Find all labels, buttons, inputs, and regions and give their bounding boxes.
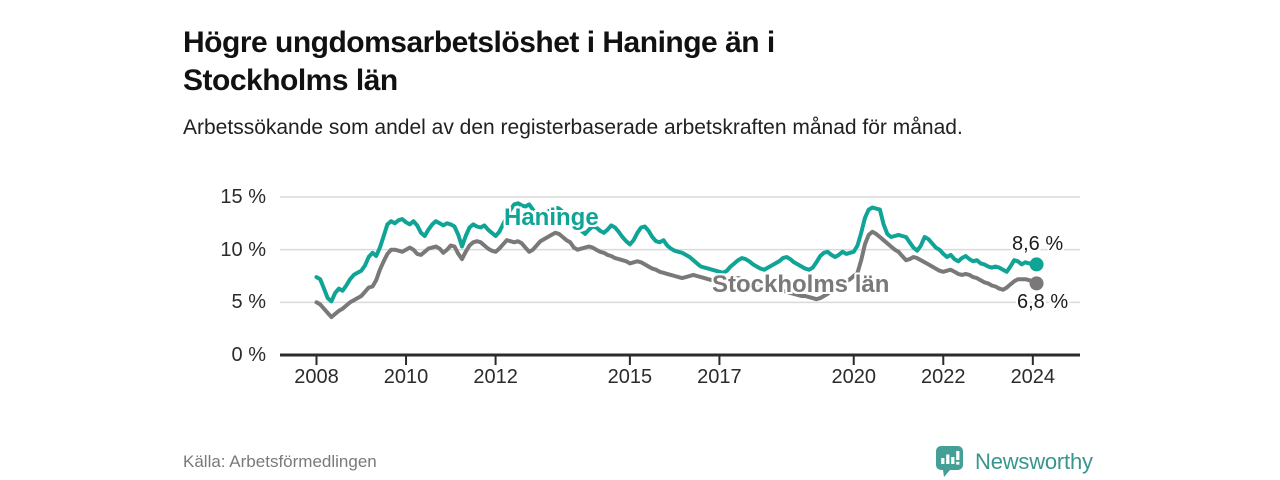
- x-tick-label: 2008: [294, 366, 339, 388]
- newsworthy-logo-text: Newsworthy: [975, 449, 1093, 474]
- x-tick-label: 2020: [831, 366, 876, 388]
- newsworthy-logo-icon: [936, 446, 963, 477]
- x-tick-label: 2015: [607, 366, 653, 388]
- page-title: Högre ungdomsarbetslöshet i Haninge än i…: [183, 26, 775, 98]
- end-value-haninge: 8,6 %: [1012, 233, 1064, 255]
- x-tick-label: 2017: [697, 366, 742, 388]
- source-note: Källa: Arbetsförmedlingen: [183, 452, 377, 471]
- stockholms-l-n-end-dot: [1029, 276, 1044, 291]
- x-tick-label: 2024: [1010, 366, 1056, 388]
- chart-subtitle: Arbetssökande som andel av den registerb…: [183, 116, 963, 139]
- end-value-stockholms-lan: 6,8 %: [1017, 291, 1069, 313]
- x-tick-label: 2022: [921, 366, 966, 388]
- newsworthy-logo: Newsworthy: [936, 446, 1093, 479]
- y-tick-label: 15 %: [220, 186, 266, 208]
- x-tick-label: 2010: [383, 366, 429, 388]
- y-tick-label: 10 %: [220, 238, 266, 261]
- stockholms-l-n-line: [314, 229, 1039, 320]
- y-tick-label: 0 %: [231, 344, 266, 366]
- y-tick-label: 5 %: [231, 291, 266, 314]
- haninge-line: [314, 201, 1039, 304]
- x-tick-label: 2012: [473, 366, 518, 388]
- haninge-end-dot: [1029, 257, 1044, 272]
- series-label-haninge: Haninge: [504, 204, 599, 231]
- series-label-stockholms-lan: Stockholms län: [712, 271, 890, 298]
